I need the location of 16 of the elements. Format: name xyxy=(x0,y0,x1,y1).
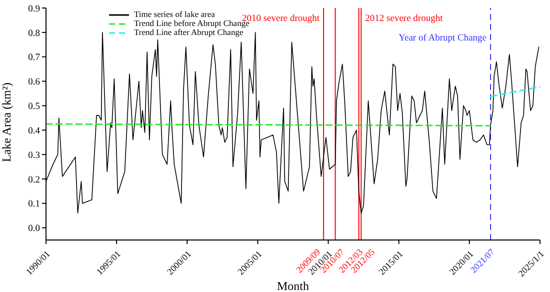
y-tick-label: 0.9 xyxy=(28,4,40,14)
y-tick-label: 0.3 xyxy=(28,150,40,161)
y-tick-label: 0.1 xyxy=(28,200,40,210)
y-tick-label: 0.6 xyxy=(28,78,40,88)
y-tick-label: 0.7 xyxy=(28,53,40,64)
legend-label: Time series of lake area xyxy=(134,9,215,19)
legend-label: Trend Line after Abrupt Change xyxy=(134,27,244,37)
annotation: 2012 severe drought xyxy=(365,14,444,24)
y-tick-label: 0.5 xyxy=(28,102,40,112)
annotation: Year of Abrupt Change xyxy=(398,34,487,44)
x-axis-title: Month xyxy=(276,279,310,292)
y-tick-label: 0.0 xyxy=(28,224,40,234)
y-tick-label: 0.8 xyxy=(28,28,40,39)
y-tick-label: 0.2 xyxy=(28,175,40,186)
y-axis-title: Lake Area (km²) xyxy=(0,82,14,162)
y-tick-label: 0.4 xyxy=(28,126,40,136)
